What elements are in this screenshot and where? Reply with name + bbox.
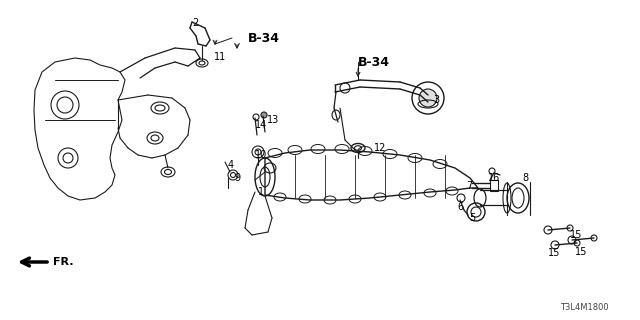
Text: 2: 2 bbox=[192, 18, 198, 28]
Text: 1: 1 bbox=[258, 187, 264, 197]
Circle shape bbox=[419, 89, 437, 107]
Text: FR.: FR. bbox=[53, 257, 74, 267]
Text: 5: 5 bbox=[469, 213, 476, 223]
Text: 13: 13 bbox=[267, 115, 279, 125]
Text: 11: 11 bbox=[214, 52, 227, 62]
Circle shape bbox=[261, 112, 267, 118]
Bar bbox=[490, 180, 498, 191]
Text: 3: 3 bbox=[433, 95, 439, 105]
Text: 6: 6 bbox=[457, 202, 463, 212]
Text: B-34: B-34 bbox=[248, 31, 280, 44]
Text: 8: 8 bbox=[522, 173, 528, 183]
Text: 15: 15 bbox=[575, 247, 588, 257]
Text: B-34: B-34 bbox=[358, 55, 390, 68]
Text: 9: 9 bbox=[234, 173, 240, 183]
Text: 10: 10 bbox=[255, 150, 268, 160]
Text: 12: 12 bbox=[374, 143, 387, 153]
Text: 15: 15 bbox=[570, 230, 582, 240]
Text: 15: 15 bbox=[548, 248, 561, 258]
Text: 7: 7 bbox=[466, 181, 472, 191]
Text: 14: 14 bbox=[255, 120, 268, 130]
Text: 4: 4 bbox=[228, 160, 234, 170]
Text: 16: 16 bbox=[488, 173, 500, 183]
Text: T3L4M1800: T3L4M1800 bbox=[560, 303, 609, 313]
